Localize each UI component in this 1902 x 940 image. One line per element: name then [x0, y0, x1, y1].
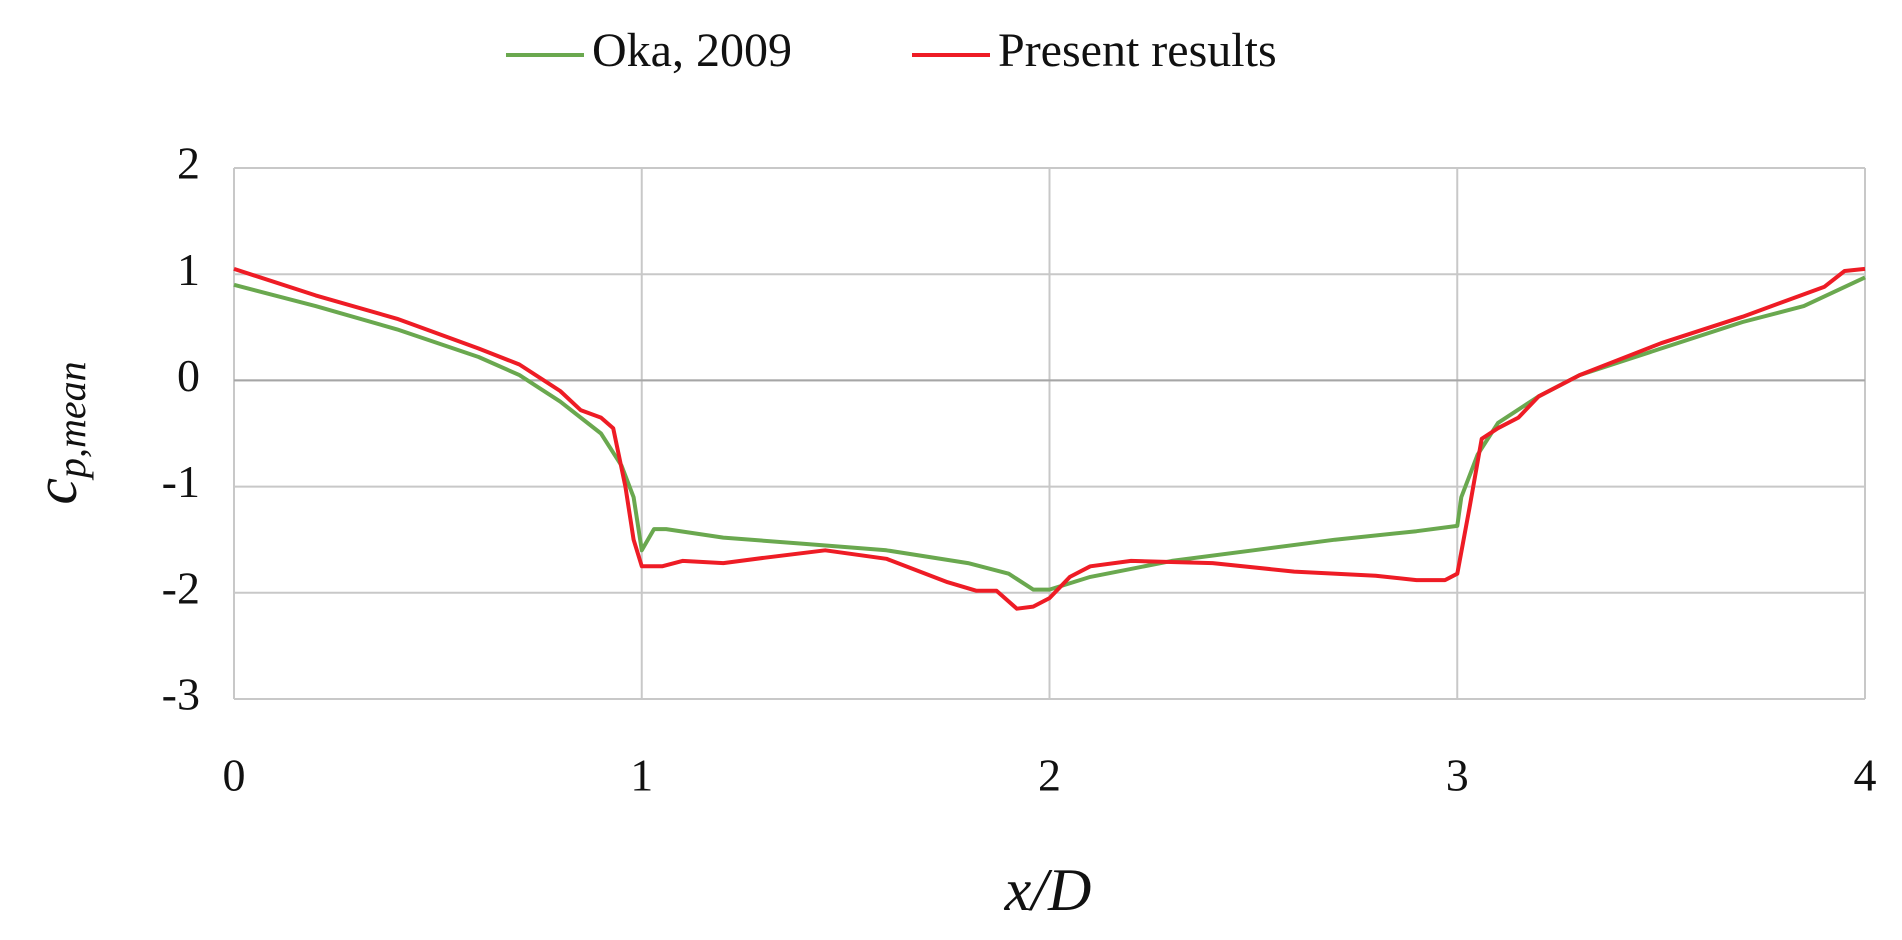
y-axis-label-sub: p,mean [49, 361, 94, 481]
y-tick-label: 1 [177, 244, 200, 295]
y-axis-label: cp,mean [23, 361, 94, 504]
y-tick-label: -2 [162, 562, 200, 613]
legend-label: Present results [998, 24, 1277, 77]
legend-label: Oka, 2009 [592, 24, 792, 77]
series-line [233, 275, 1866, 592]
y-tick-label: 0 [177, 350, 200, 401]
y-tick-label: -1 [162, 456, 200, 507]
x-tick-label: 0 [223, 750, 246, 801]
x-tick-label: 4 [1854, 750, 1877, 801]
y-tick-label: -3 [162, 669, 200, 720]
x-tick-label: 1 [630, 750, 653, 801]
y-axis-label-main: c [23, 478, 89, 505]
x-tick-label: 3 [1446, 750, 1469, 801]
series-line [233, 266, 1866, 611]
x-axis-label: x/D [1004, 857, 1092, 923]
x-tick-label: 2 [1038, 750, 1061, 801]
y-tick-label: 2 [177, 138, 200, 189]
